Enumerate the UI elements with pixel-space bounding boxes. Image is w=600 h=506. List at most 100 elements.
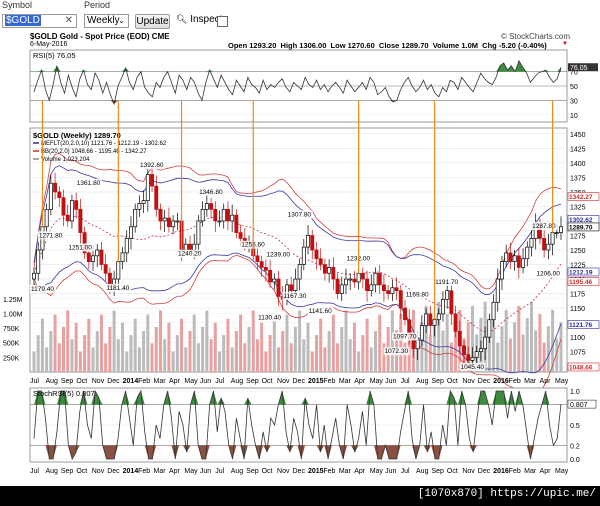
stochrsi-tick-label: 0.2 xyxy=(570,443,580,450)
volume-bar xyxy=(121,322,125,372)
volume-bar xyxy=(171,351,175,372)
volume-bar xyxy=(517,305,521,372)
volume-tick-label: 1.25M xyxy=(3,297,23,304)
candle-body xyxy=(356,272,361,283)
candle-body xyxy=(470,357,475,361)
x-tick-label: Mar xyxy=(524,378,537,385)
candle-body xyxy=(95,249,100,257)
candle-body xyxy=(217,220,222,223)
candle-body xyxy=(390,287,395,294)
period-select[interactable]: Weekly ⌄ xyxy=(84,14,129,28)
volume-bar xyxy=(239,314,243,372)
volume-bar xyxy=(348,339,352,372)
symbol-input[interactable]: $GOLD ✕ xyxy=(2,14,77,28)
candle-body xyxy=(230,214,235,222)
volume-bar xyxy=(365,318,369,372)
candle-body xyxy=(188,243,192,251)
candle-body xyxy=(32,272,36,280)
volume-bar xyxy=(112,310,116,372)
volume-bar xyxy=(87,318,91,372)
price-annotation-bg xyxy=(75,179,102,188)
price-tick-label: 1450 xyxy=(570,132,586,139)
x-tick-label: Nov xyxy=(92,468,105,475)
x-tick-label: Oct xyxy=(447,378,458,385)
candle-body xyxy=(158,208,163,222)
x-tick-label: 2016 xyxy=(493,468,509,475)
rsi-tick-label: 10 xyxy=(570,113,578,120)
legend-entry: Volume 1,023,204 xyxy=(41,157,90,163)
candle-body xyxy=(166,217,171,228)
volume-bar xyxy=(192,314,196,372)
price-annotation: 1072.30 xyxy=(385,348,409,355)
price-annotation: 1346.80 xyxy=(199,189,223,196)
x-tick-label: Dec xyxy=(107,468,120,475)
price-annotation: 1287.80 xyxy=(532,223,556,230)
price-value-badge xyxy=(567,192,600,201)
volume-bar xyxy=(390,310,394,372)
volume-bar xyxy=(133,318,137,372)
volume-bar xyxy=(437,301,441,372)
price-annotation: 1392.60 xyxy=(140,162,164,169)
x-tick-label: May xyxy=(184,378,198,385)
x-tick-label: May xyxy=(555,378,569,385)
price-annotation-bg xyxy=(105,283,132,292)
symbol-input-value: $GOLD xyxy=(5,15,41,26)
volume-bar xyxy=(529,301,533,372)
volume-bar xyxy=(142,331,146,372)
candle-body xyxy=(365,278,370,292)
price-annotation-bg xyxy=(535,269,562,278)
volume-bar xyxy=(513,322,517,372)
candle-body xyxy=(86,252,91,262)
volume-bar xyxy=(399,314,403,372)
price-annotation-bg xyxy=(265,250,292,259)
volume-bar xyxy=(255,339,259,372)
volume-bar xyxy=(357,351,361,372)
candle-body xyxy=(306,235,310,248)
candle-body xyxy=(82,232,87,254)
x-tick-label: 2014 xyxy=(123,378,139,385)
candle-body xyxy=(44,208,49,228)
update-button[interactable]: Update xyxy=(135,14,170,29)
price-value-badge xyxy=(567,362,600,372)
volume-bar xyxy=(559,322,563,372)
inspect-toggle[interactable]: 🔍︎ Inspect xyxy=(176,14,222,25)
volume-bar xyxy=(108,326,112,372)
candle-body xyxy=(457,330,462,347)
stochrsi-oversold-fill xyxy=(34,445,561,459)
x-tick-label: Sep xyxy=(246,378,259,385)
candle-body xyxy=(192,243,197,251)
price-annotation-bg xyxy=(67,243,94,252)
price-annotation: 1361.80 xyxy=(77,180,101,187)
candle-body xyxy=(200,208,205,222)
price-annotation: 1181.40 xyxy=(106,285,129,292)
bottom-bar xyxy=(0,486,600,506)
chart-date: 6-May-2016 xyxy=(30,41,68,48)
volume-bar xyxy=(352,322,356,372)
inspect-checkbox[interactable] xyxy=(217,16,228,27)
candle-body xyxy=(462,345,466,355)
candle-body xyxy=(441,299,445,315)
candle-body xyxy=(348,278,353,281)
symbol-label: Symbol xyxy=(2,0,33,10)
stochrsi-title: StochRSI(5) 0.807 xyxy=(33,389,95,398)
candle-body xyxy=(453,313,458,332)
volume-bar xyxy=(323,347,327,372)
price-value-label: 1289.70 xyxy=(569,224,593,231)
price-annotation-bg xyxy=(286,210,313,219)
volume-bar xyxy=(504,309,508,372)
x-tick-label: Mar xyxy=(154,378,167,385)
x-tick-label: Jul xyxy=(401,378,410,385)
volume-bar xyxy=(125,351,129,372)
volume-bar xyxy=(129,335,133,372)
volume-bar xyxy=(70,339,74,372)
candle-body xyxy=(150,174,154,187)
price-tick-label: 1225 xyxy=(570,263,586,270)
volume-bar xyxy=(226,318,230,372)
candle-body xyxy=(369,284,374,292)
x-tick-label: Jun xyxy=(385,378,396,385)
x-tick-label: May xyxy=(555,468,569,475)
candle-body xyxy=(314,249,319,260)
clear-icon[interactable]: ✕ xyxy=(64,15,73,26)
price-annotation: 1169.80 xyxy=(406,292,429,299)
